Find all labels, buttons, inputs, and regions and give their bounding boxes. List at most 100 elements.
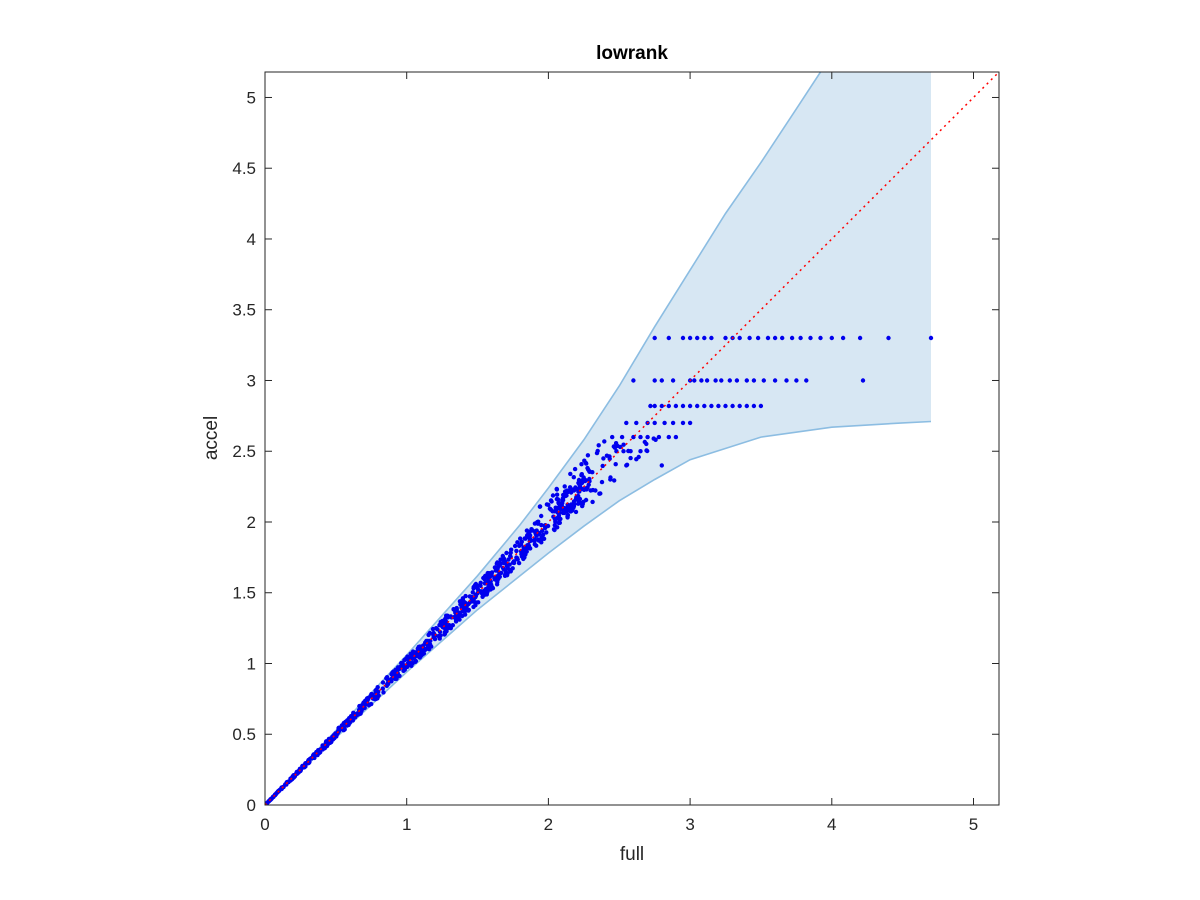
y-tick-label: 2 — [247, 513, 256, 532]
data-point — [324, 739, 329, 744]
data-point — [612, 445, 618, 450]
data-point — [607, 456, 612, 461]
data-point — [439, 623, 444, 628]
data-point — [727, 378, 732, 383]
data-point — [482, 573, 488, 579]
data-point — [537, 530, 542, 536]
x-tick-label: 2 — [544, 815, 553, 834]
data-point — [723, 335, 728, 341]
data-point — [571, 487, 577, 492]
data-point — [462, 612, 468, 617]
data-point — [485, 589, 490, 594]
data-point — [426, 632, 431, 638]
data-point — [546, 502, 551, 507]
data-point — [560, 500, 565, 506]
data-point — [571, 499, 577, 504]
data-point — [390, 670, 395, 675]
data-point — [784, 378, 789, 383]
data-point — [709, 403, 714, 409]
data-point — [493, 575, 498, 580]
x-tick-label: 1 — [402, 815, 411, 834]
data-point — [514, 555, 519, 560]
data-point — [659, 403, 664, 409]
data-point — [556, 520, 561, 526]
data-point — [435, 627, 440, 632]
data-point — [520, 548, 526, 553]
data-point — [548, 498, 554, 503]
data-point — [445, 613, 450, 618]
data-point — [645, 434, 650, 440]
data-point — [744, 403, 749, 409]
data-point — [380, 686, 385, 691]
data-point — [563, 493, 568, 499]
data-point — [751, 378, 757, 383]
data-point — [516, 560, 522, 566]
data-point — [410, 661, 415, 666]
data-point — [512, 543, 518, 549]
data-point — [442, 621, 447, 626]
data-point — [624, 420, 629, 426]
data-point — [565, 512, 571, 518]
data-point — [583, 460, 589, 466]
data-point — [680, 403, 686, 409]
data-point — [511, 559, 517, 564]
data-point — [397, 673, 402, 679]
data-point — [590, 499, 595, 505]
data-point — [569, 502, 574, 507]
data-point — [644, 448, 649, 453]
data-point — [621, 442, 626, 447]
data-point — [670, 420, 676, 426]
data-point — [613, 462, 618, 467]
data-point — [928, 335, 934, 341]
data-point — [798, 335, 803, 341]
data-point — [479, 589, 484, 595]
data-point — [610, 434, 615, 440]
data-point — [656, 434, 662, 440]
data-point — [744, 378, 749, 383]
data-point — [612, 478, 617, 483]
data-point — [719, 378, 724, 383]
data-point — [425, 638, 431, 644]
x-tick-label: 3 — [685, 815, 694, 834]
data-point — [415, 654, 420, 659]
y-tick-label: 2.5 — [232, 442, 256, 461]
data-point — [565, 490, 570, 495]
data-point — [578, 501, 584, 506]
y-tick-label: 0 — [247, 796, 256, 815]
data-point — [552, 523, 557, 528]
chart-title: lowrank — [596, 43, 668, 64]
data-point — [638, 449, 643, 454]
data-point — [380, 680, 386, 685]
data-point — [536, 537, 541, 542]
data-point — [425, 643, 431, 649]
data-point — [704, 378, 710, 383]
data-point — [503, 568, 508, 573]
data-point — [638, 434, 643, 440]
data-point — [524, 533, 530, 538]
data-point — [403, 656, 408, 662]
data-point — [886, 335, 891, 341]
data-point — [590, 470, 595, 475]
data-point — [413, 650, 418, 655]
data-point — [737, 335, 742, 341]
data-point — [579, 462, 584, 467]
data-point — [376, 689, 381, 694]
y-tick-label: 3 — [247, 371, 256, 390]
x-tick-label: 5 — [969, 815, 978, 834]
data-point — [534, 533, 539, 538]
confidence-band — [265, 72, 931, 805]
data-point — [713, 378, 718, 383]
data-point — [772, 378, 778, 383]
data-point — [556, 501, 561, 506]
data-point — [673, 434, 679, 440]
data-point — [422, 647, 427, 652]
data-point — [420, 643, 426, 648]
data-point — [375, 685, 380, 690]
data-point — [590, 487, 596, 493]
data-point — [601, 456, 606, 461]
data-point — [543, 525, 548, 531]
data-point — [489, 584, 495, 590]
data-point — [499, 570, 504, 576]
data-point — [336, 725, 341, 731]
data-point — [636, 454, 641, 460]
